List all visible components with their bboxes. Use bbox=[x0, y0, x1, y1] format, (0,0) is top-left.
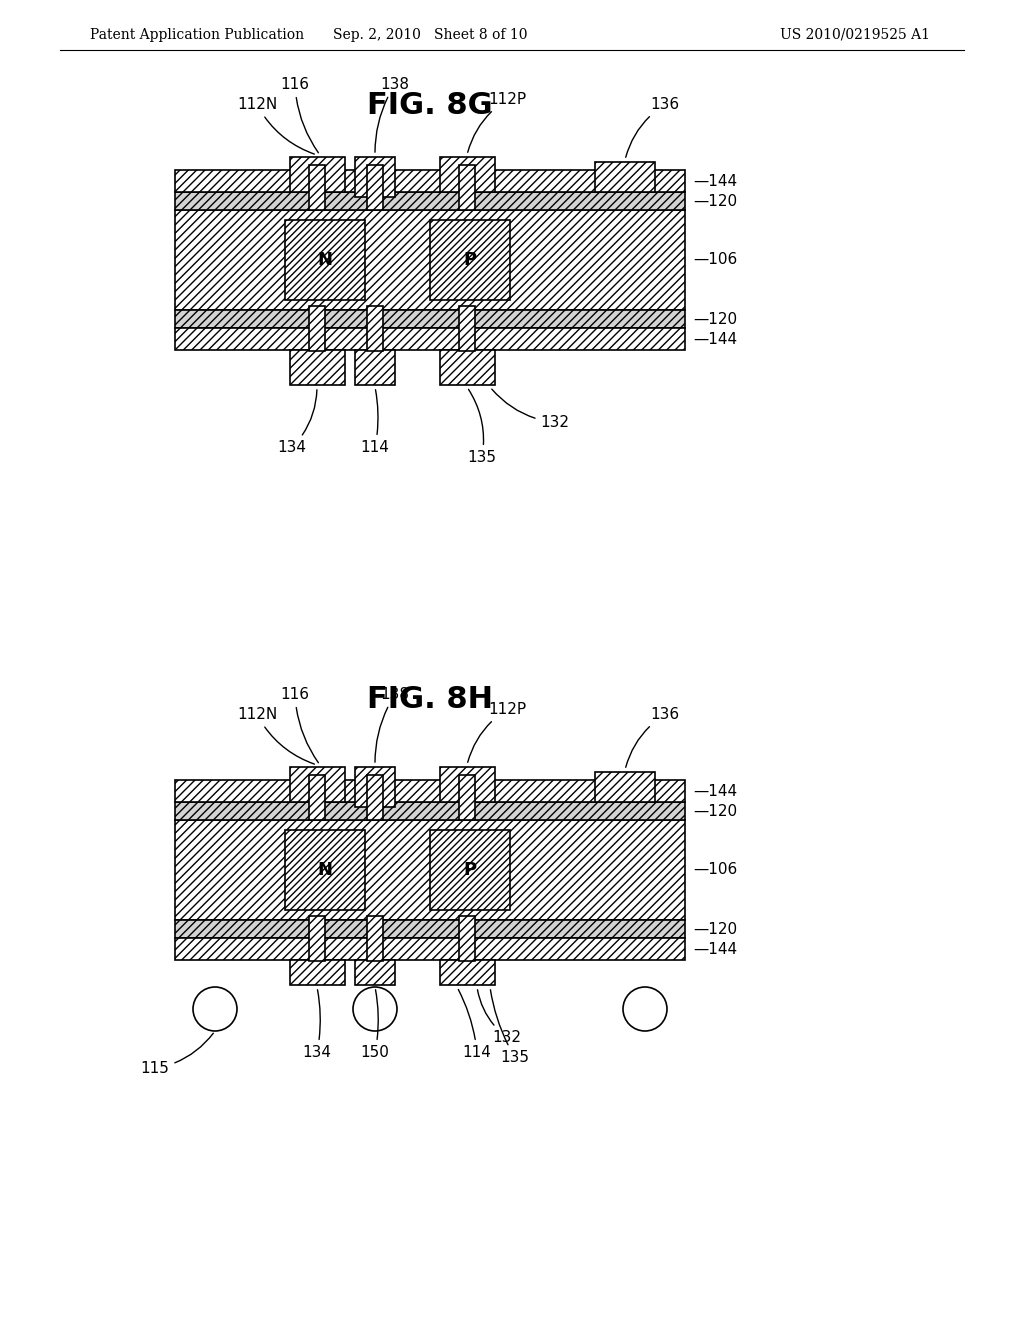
Text: 115: 115 bbox=[140, 1034, 213, 1076]
Text: 134: 134 bbox=[278, 389, 317, 455]
Text: 114: 114 bbox=[360, 389, 389, 455]
Bar bbox=[430, 830, 510, 909]
Text: 150: 150 bbox=[360, 990, 389, 1060]
Bar bbox=[175, 327, 685, 350]
Text: Sep. 2, 2010   Sheet 8 of 10: Sep. 2, 2010 Sheet 8 of 10 bbox=[333, 28, 527, 42]
Text: 135: 135 bbox=[490, 990, 529, 1065]
Bar bbox=[367, 165, 383, 210]
Text: 138: 138 bbox=[375, 686, 410, 762]
Bar bbox=[290, 960, 345, 985]
Bar bbox=[459, 916, 475, 961]
Bar bbox=[309, 916, 325, 961]
Text: 132: 132 bbox=[492, 389, 569, 430]
Bar bbox=[459, 306, 475, 351]
Bar bbox=[355, 157, 395, 197]
Bar bbox=[175, 310, 685, 327]
Bar bbox=[175, 920, 685, 939]
Bar bbox=[440, 350, 495, 385]
Text: —106: —106 bbox=[693, 862, 737, 878]
Text: 136: 136 bbox=[626, 96, 680, 157]
Bar bbox=[309, 165, 325, 210]
Bar bbox=[355, 960, 395, 985]
Bar bbox=[175, 210, 685, 310]
Text: —120: —120 bbox=[693, 921, 737, 936]
Bar bbox=[459, 775, 475, 820]
Text: —106: —106 bbox=[693, 252, 737, 268]
Text: 114: 114 bbox=[459, 990, 492, 1060]
Bar bbox=[309, 775, 325, 820]
Text: 136: 136 bbox=[626, 708, 680, 767]
Bar bbox=[290, 350, 345, 385]
Text: 138: 138 bbox=[375, 77, 410, 152]
Text: 135: 135 bbox=[468, 389, 497, 465]
Bar bbox=[367, 775, 383, 820]
Bar bbox=[595, 772, 655, 803]
Bar bbox=[175, 803, 685, 820]
Text: —144: —144 bbox=[693, 173, 737, 189]
Text: 116: 116 bbox=[281, 77, 318, 153]
Bar bbox=[459, 165, 475, 210]
Text: 134: 134 bbox=[302, 990, 332, 1060]
Bar bbox=[175, 191, 685, 210]
Text: —144: —144 bbox=[693, 331, 737, 346]
Text: 112N: 112N bbox=[237, 708, 314, 764]
Bar bbox=[440, 157, 495, 191]
Text: FIG. 8G: FIG. 8G bbox=[368, 91, 493, 120]
Text: P: P bbox=[464, 251, 476, 269]
Text: —144: —144 bbox=[693, 784, 737, 799]
Text: —120: —120 bbox=[693, 804, 737, 818]
Text: —120: —120 bbox=[693, 312, 737, 326]
Bar bbox=[440, 960, 495, 985]
Bar bbox=[290, 157, 345, 191]
Text: 116: 116 bbox=[281, 686, 318, 763]
Text: Patent Application Publication: Patent Application Publication bbox=[90, 28, 304, 42]
Bar bbox=[440, 767, 495, 803]
Text: N: N bbox=[317, 861, 333, 879]
Bar bbox=[175, 170, 685, 191]
Text: N: N bbox=[317, 251, 333, 269]
Text: FIG. 8H: FIG. 8H bbox=[367, 685, 493, 714]
Bar bbox=[309, 306, 325, 351]
Bar bbox=[595, 162, 655, 191]
Bar bbox=[367, 916, 383, 961]
Bar bbox=[355, 767, 395, 807]
Text: 112P: 112P bbox=[468, 92, 526, 152]
Bar bbox=[285, 830, 365, 909]
Text: —120: —120 bbox=[693, 194, 737, 209]
Text: —144: —144 bbox=[693, 941, 737, 957]
Bar bbox=[367, 306, 383, 351]
Bar bbox=[175, 939, 685, 960]
Text: 112P: 112P bbox=[468, 702, 526, 763]
Bar bbox=[355, 350, 395, 385]
Text: P: P bbox=[464, 861, 476, 879]
Bar bbox=[430, 220, 510, 300]
Bar bbox=[285, 220, 365, 300]
Text: US 2010/0219525 A1: US 2010/0219525 A1 bbox=[780, 28, 930, 42]
Bar bbox=[175, 820, 685, 920]
Bar bbox=[290, 767, 345, 803]
Text: 112N: 112N bbox=[237, 96, 314, 154]
Bar bbox=[175, 780, 685, 803]
Text: 132: 132 bbox=[477, 990, 521, 1045]
